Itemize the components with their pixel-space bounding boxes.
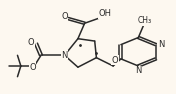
Text: O: O xyxy=(112,56,118,65)
Text: O: O xyxy=(61,12,68,21)
Text: O: O xyxy=(28,38,34,47)
Text: N: N xyxy=(61,51,68,60)
Text: OH: OH xyxy=(98,9,111,18)
Text: CH₃: CH₃ xyxy=(138,16,152,25)
Text: N: N xyxy=(158,40,164,49)
Text: O: O xyxy=(29,63,36,72)
Text: N: N xyxy=(135,66,142,75)
